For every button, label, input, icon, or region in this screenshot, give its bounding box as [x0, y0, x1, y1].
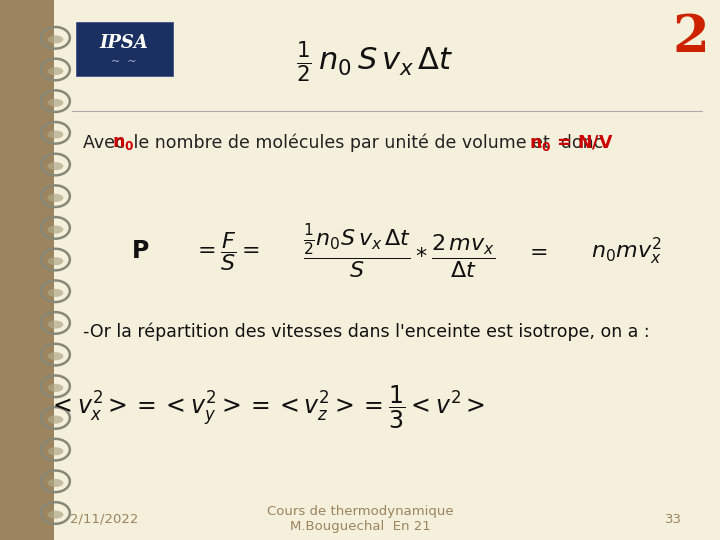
Text: $\mathbf{n_0}$: $\mathbf{n_0}$: [112, 134, 134, 152]
Ellipse shape: [48, 447, 63, 455]
Text: $=$: $=$: [525, 241, 548, 261]
Ellipse shape: [48, 320, 63, 328]
Ellipse shape: [48, 511, 63, 518]
Ellipse shape: [48, 225, 63, 233]
Text: $n_0 m v_x^2$: $n_0 m v_x^2$: [591, 235, 662, 267]
Ellipse shape: [48, 479, 63, 487]
Ellipse shape: [48, 415, 63, 423]
Text: -Or la répartition des vitesses dans l'enceinte est isotrope, on a :: -Or la répartition des vitesses dans l'e…: [83, 323, 649, 341]
Ellipse shape: [48, 194, 63, 202]
Text: $\mathbf{n_0}$ = N/V: $\mathbf{n_0}$ = N/V: [529, 133, 613, 153]
Text: $\dfrac{\frac{1}{2}n_0 S\, v_x\, \Delta t}{S} * \dfrac{2\,m v_x}{\Delta t}$: $\dfrac{\frac{1}{2}n_0 S\, v_x\, \Delta …: [303, 222, 496, 280]
Text: $= \dfrac{F}{S} =$: $= \dfrac{F}{S} =$: [194, 230, 260, 273]
Ellipse shape: [48, 99, 63, 107]
Text: Cours de thermodynamique
M.Bouguechal  En 21: Cours de thermodynamique M.Bouguechal En…: [266, 505, 454, 534]
Ellipse shape: [48, 384, 63, 392]
Ellipse shape: [48, 35, 63, 43]
Text: 33: 33: [665, 513, 682, 526]
Ellipse shape: [48, 257, 63, 265]
Text: IPSA: IPSA: [100, 34, 148, 52]
Text: ~  ~: ~ ~: [112, 57, 137, 67]
Ellipse shape: [48, 289, 63, 297]
Text: $\frac{1}{2}\, n_0\, S\, v_x\, \Delta t$: $\frac{1}{2}\, n_0\, S\, v_x\, \Delta t$: [296, 39, 453, 85]
Text: Avec: Avec: [83, 134, 130, 152]
Text: $\mathbf{P}$: $\mathbf{P}$: [131, 239, 150, 263]
Ellipse shape: [48, 352, 63, 360]
Bar: [0, 0, 54, 540]
Ellipse shape: [48, 162, 63, 170]
Ellipse shape: [48, 130, 63, 138]
Bar: [76, 22, 173, 76]
Text: $< v_x^2 >=< v_y^2 >=< v_z^2 >= \dfrac{1}{3} < v^2 >$: $< v_x^2 >=< v_y^2 >=< v_z^2 >= \dfrac{1…: [48, 384, 485, 431]
Text: 2/11/2022: 2/11/2022: [71, 513, 138, 526]
Ellipse shape: [48, 67, 63, 75]
Text: 2: 2: [672, 12, 710, 63]
Text: le nombre de molécules par unité de volume et  donc: le nombre de molécules par unité de volu…: [128, 134, 603, 152]
